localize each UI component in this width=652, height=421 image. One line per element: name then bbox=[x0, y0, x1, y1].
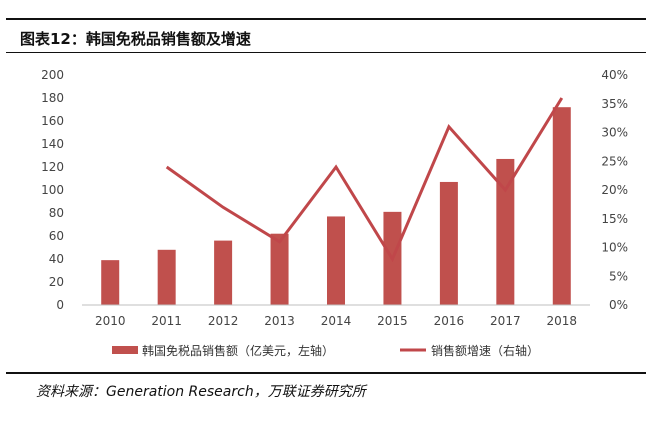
y-left-tick-label: 100 bbox=[41, 183, 64, 197]
y-right-tick-label: 20% bbox=[601, 183, 628, 197]
bar bbox=[214, 240, 233, 305]
bar bbox=[157, 249, 176, 305]
y-left-tick-label: 200 bbox=[41, 68, 64, 82]
legend: 韩国免税品销售额（亿美元，左轴） 销售额增速（右轴） bbox=[112, 343, 539, 358]
bar bbox=[496, 158, 515, 305]
y-left-tick-label: 180 bbox=[41, 91, 64, 105]
combo-chart: 0 20 40 60 80 100 120 140 160 180 200 0% 5% 10% 15% 20… bbox=[41, 68, 628, 358]
growth-line bbox=[165, 97, 564, 263]
bar bbox=[327, 216, 345, 305]
y-left-tick-label: 20 bbox=[49, 275, 64, 289]
legend-bar-swatch bbox=[112, 346, 138, 354]
title-rule bbox=[6, 52, 646, 53]
figure-title: 图表12：韩国免税品销售额及增速 bbox=[20, 30, 251, 48]
x-tick-label: 2016 bbox=[434, 314, 465, 328]
x-tick-label: 2018 bbox=[547, 314, 578, 328]
y-right-tick-label: 30% bbox=[601, 126, 628, 140]
bar bbox=[552, 107, 571, 305]
legend-bar-label: 韩国免税品销售额（亿美元，左轴） bbox=[142, 343, 334, 358]
legend-line-label: 销售额增速（右轴） bbox=[431, 343, 539, 358]
bar-series bbox=[101, 107, 571, 305]
top-rule bbox=[6, 18, 646, 20]
y-left-tick-label: 40 bbox=[49, 252, 64, 266]
y-left-tick-label: 0 bbox=[56, 298, 64, 312]
y-right-tick-label: 10% bbox=[601, 241, 628, 255]
x-tick-label: 2017 bbox=[490, 314, 521, 328]
source-note: 资料来源：Generation Research，万联证券研究所 bbox=[36, 384, 366, 400]
y-right-tick-label: 25% bbox=[601, 154, 628, 168]
x-tick-label: 2012 bbox=[208, 314, 239, 328]
y-left-axis: 0 20 40 60 80 100 120 140 160 180 200 bbox=[41, 68, 64, 312]
x-tick-label: 2014 bbox=[321, 314, 352, 328]
y-left-tick-label: 60 bbox=[49, 229, 64, 243]
y-right-tick-label: 15% bbox=[601, 212, 628, 226]
x-tick-label: 2011 bbox=[151, 314, 182, 328]
x-axis: 2010 2011 2012 2013 2014 2015 2016 2017 2018 bbox=[95, 314, 577, 328]
y-right-tick-label: 5% bbox=[609, 269, 628, 283]
y-left-tick-label: 160 bbox=[41, 114, 64, 128]
bar bbox=[101, 260, 120, 305]
y-right-tick-label: 40% bbox=[601, 68, 628, 82]
bottom-rule bbox=[6, 372, 646, 374]
y-left-tick-label: 120 bbox=[41, 160, 64, 174]
bar bbox=[439, 181, 458, 305]
y-right-tick-label: 0% bbox=[609, 298, 628, 312]
bar bbox=[270, 233, 289, 305]
y-left-tick-label: 80 bbox=[49, 206, 64, 220]
y-right-tick-label: 35% bbox=[601, 97, 628, 111]
x-tick-label: 2015 bbox=[377, 314, 408, 328]
y-left-tick-label: 140 bbox=[41, 137, 64, 151]
x-tick-label: 2013 bbox=[264, 314, 295, 328]
x-tick-label: 2010 bbox=[95, 314, 126, 328]
y-right-axis: 0% 5% 10% 15% 20% 25% 30% 35% 40% bbox=[601, 68, 628, 312]
